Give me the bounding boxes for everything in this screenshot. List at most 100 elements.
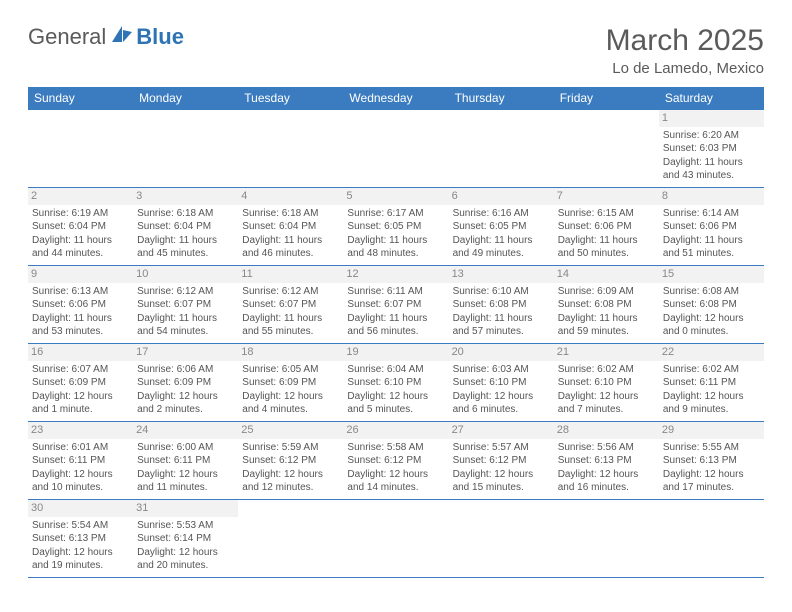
- day-number: 9: [28, 266, 133, 283]
- daylight-text: Daylight: 11 hours: [453, 234, 550, 248]
- calendar-week-row: 1Sunrise: 6:20 AMSunset: 6:03 PMDaylight…: [28, 110, 764, 188]
- sunset-text: Sunset: 6:06 PM: [663, 220, 760, 234]
- day-number: 10: [133, 266, 238, 283]
- sunset-text: Sunset: 6:06 PM: [32, 298, 129, 312]
- calendar-week-row: 2 Sunrise: 6:19 AMSunset: 6:04 PM Daylight…: [28, 188, 764, 266]
- calendar-cell: 28Sunrise: 5:56 AMSunset: 6:13 PMDayligh…: [554, 422, 659, 500]
- calendar-cell: 7Sunrise: 6:15 AMSunset: 6:06 PMDaylight…: [554, 188, 659, 266]
- sunset-text: Sunset: 6:05 PM: [453, 220, 550, 234]
- daylight-text: Daylight: 12 hours: [347, 468, 444, 482]
- day-number: 29: [659, 422, 764, 439]
- daylight-text: Daylight: 11 hours: [558, 312, 655, 326]
- calendar-cell: 21Sunrise: 6:02 AMSunset: 6:10 PMDayligh…: [554, 344, 659, 422]
- day-number: 20: [449, 344, 554, 361]
- daylight-text: Daylight: 12 hours: [242, 390, 339, 404]
- sunrise-text: Sunrise: 6:02 AM: [663, 363, 760, 377]
- daylight-text: Daylight: 12 hours: [558, 390, 655, 404]
- daylight-text: and 14 minutes.: [347, 481, 444, 495]
- calendar-cell: 13Sunrise: 6:10 AMSunset: 6:08 PMDayligh…: [449, 266, 554, 344]
- daylight-text: Daylight: 11 hours: [137, 312, 234, 326]
- daylight-text: Daylight: 11 hours: [347, 312, 444, 326]
- calendar-cell: [659, 500, 764, 578]
- daylight-text: Daylight: 11 hours: [663, 234, 760, 248]
- sunset-text: Sunset: 6:09 PM: [32, 376, 129, 390]
- sunrise-text: Sunrise: 5:57 AM: [453, 441, 550, 455]
- daylight-text: Daylight: 12 hours: [347, 390, 444, 404]
- sunrise-text: Sunrise: 6:08 AM: [663, 285, 760, 299]
- sunset-text: Sunset: 6:14 PM: [137, 532, 234, 546]
- day-number: 27: [449, 422, 554, 439]
- sunset-text: Sunset: 6:13 PM: [32, 532, 129, 546]
- daylight-text: and 48 minutes.: [347, 247, 444, 261]
- sunrise-text: Sunrise: 6:03 AM: [453, 363, 550, 377]
- calendar-week-row: 16Sunrise: 6:07 AMSunset: 6:09 PMDayligh…: [28, 344, 764, 422]
- sunrise-text: Sunrise: 6:19 AM: [32, 207, 129, 221]
- sunset-text: Sunset: 6:12 PM: [242, 454, 339, 468]
- daylight-text: and 43 minutes.: [663, 169, 760, 183]
- daylight-text: Daylight: 12 hours: [32, 468, 129, 482]
- sunrise-text: Sunrise: 5:59 AM: [242, 441, 339, 455]
- day-number: 4: [238, 188, 343, 205]
- calendar-cell: 19Sunrise: 6:04 AMSunset: 6:10 PMDayligh…: [343, 344, 448, 422]
- daylight-text: and 54 minutes.: [137, 325, 234, 339]
- calendar-cell: 1Sunrise: 6:20 AMSunset: 6:03 PMDaylight…: [659, 110, 764, 188]
- day-number: 23: [28, 422, 133, 439]
- day-number: 13: [449, 266, 554, 283]
- daylight-text: and 7 minutes.: [558, 403, 655, 417]
- sunrise-text: Sunrise: 6:18 AM: [242, 207, 339, 221]
- daylight-text: and 17 minutes.: [663, 481, 760, 495]
- sunrise-text: Sunrise: 6:02 AM: [558, 363, 655, 377]
- day-number: 11: [238, 266, 343, 283]
- sunset-text: Sunset: 6:04 PM: [32, 220, 129, 234]
- daylight-text: Daylight: 12 hours: [137, 390, 234, 404]
- sunrise-text: Sunrise: 6:01 AM: [32, 441, 129, 455]
- sunset-text: Sunset: 6:06 PM: [558, 220, 655, 234]
- calendar-cell: [343, 110, 448, 188]
- day-number: 22: [659, 344, 764, 361]
- sunrise-text: Sunrise: 6:14 AM: [663, 207, 760, 221]
- sunrise-text: Sunrise: 6:06 AM: [137, 363, 234, 377]
- sunrise-text: Sunrise: 6:12 AM: [137, 285, 234, 299]
- calendar-cell: 29Sunrise: 5:55 AMSunset: 6:13 PMDayligh…: [659, 422, 764, 500]
- col-tuesday: Tuesday: [238, 87, 343, 110]
- calendar-cell: 16Sunrise: 6:07 AMSunset: 6:09 PMDayligh…: [28, 344, 133, 422]
- day-number: 2: [28, 188, 133, 205]
- daylight-text: Daylight: 12 hours: [453, 468, 550, 482]
- sunset-text: Sunset: 6:11 PM: [32, 454, 129, 468]
- day-number: 7: [554, 188, 659, 205]
- sunset-text: Sunset: 6:11 PM: [663, 376, 760, 390]
- daylight-text: and 55 minutes.: [242, 325, 339, 339]
- calendar-cell: 20Sunrise: 6:03 AMSunset: 6:10 PMDayligh…: [449, 344, 554, 422]
- calendar-cell: [554, 500, 659, 578]
- col-thursday: Thursday: [449, 87, 554, 110]
- sunset-text: Sunset: 6:03 PM: [663, 142, 760, 156]
- daylight-text: and 53 minutes.: [32, 325, 129, 339]
- sunset-text: Sunset: 6:10 PM: [453, 376, 550, 390]
- sunset-text: Sunset: 6:12 PM: [453, 454, 550, 468]
- daylight-text: and 2 minutes.: [137, 403, 234, 417]
- daylight-text: Daylight: 12 hours: [137, 546, 234, 560]
- sail-icon: [110, 24, 134, 50]
- sunrise-text: Sunrise: 5:54 AM: [32, 519, 129, 533]
- calendar-week-row: 9Sunrise: 6:13 AMSunset: 6:06 PMDaylight…: [28, 266, 764, 344]
- daylight-text: and 12 minutes.: [242, 481, 339, 495]
- calendar-cell: 9Sunrise: 6:13 AMSunset: 6:06 PMDaylight…: [28, 266, 133, 344]
- day-number: 25: [238, 422, 343, 439]
- daylight-text: Daylight: 11 hours: [137, 234, 234, 248]
- daylight-text: and 51 minutes.: [663, 247, 760, 261]
- calendar-cell: 23 Sunrise: 6:01 AMSunset: 6:11 PMDayligh…: [28, 422, 133, 500]
- calendar-cell: 22Sunrise: 6:02 AMSunset: 6:11 PMDayligh…: [659, 344, 764, 422]
- calendar-cell: 31Sunrise: 5:53 AMSunset: 6:14 PMDayligh…: [133, 500, 238, 578]
- day-number: 26: [343, 422, 448, 439]
- daylight-text: Daylight: 11 hours: [453, 312, 550, 326]
- calendar-cell: 30Sunrise: 5:54 AMSunset: 6:13 PMDayligh…: [28, 500, 133, 578]
- day-number: 16: [28, 344, 133, 361]
- daylight-text: Daylight: 11 hours: [242, 312, 339, 326]
- calendar-cell: [554, 110, 659, 188]
- day-number: 19: [343, 344, 448, 361]
- daylight-text: Daylight: 11 hours: [242, 234, 339, 248]
- sunset-text: Sunset: 6:05 PM: [347, 220, 444, 234]
- calendar-cell: 4Sunrise: 6:18 AMSunset: 6:04 PMDaylight…: [238, 188, 343, 266]
- daylight-text: and 6 minutes.: [453, 403, 550, 417]
- sunrise-text: Sunrise: 5:56 AM: [558, 441, 655, 455]
